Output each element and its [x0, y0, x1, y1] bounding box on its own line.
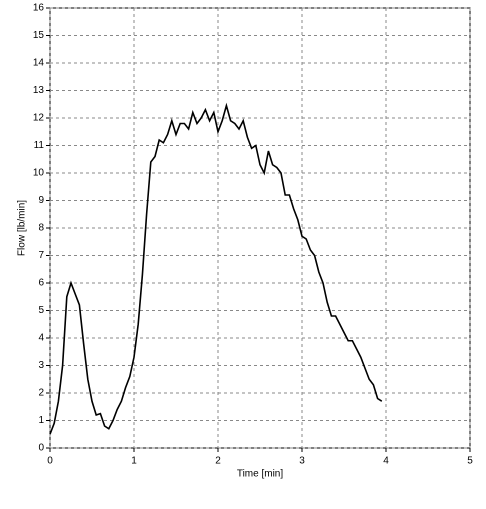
x-tick-label: 3: [299, 456, 305, 467]
x-tick-label: 4: [383, 456, 389, 467]
y-tick-label: 16: [33, 3, 45, 14]
x-tick-label: 5: [467, 456, 473, 467]
y-tick-label: 14: [33, 58, 45, 69]
y-tick-label: 7: [38, 250, 44, 261]
y-tick-label: 15: [33, 30, 45, 41]
y-tick-label: 10: [33, 168, 45, 179]
x-tick-label: 0: [47, 456, 53, 467]
y-tick-label: 11: [34, 140, 45, 151]
y-tick-label: 3: [38, 360, 44, 371]
x-tick-label: 1: [131, 456, 137, 467]
y-tick-label: 2: [38, 388, 44, 399]
y-tick-label: 8: [38, 223, 44, 234]
x-axis-label: Time [min]: [237, 469, 284, 480]
y-tick-label: 13: [33, 85, 45, 96]
y-axis-label: Flow [lb/min]: [17, 200, 28, 256]
y-tick-label: 0: [38, 443, 44, 454]
y-tick-label: 12: [33, 113, 45, 124]
x-tick-label: 2: [215, 456, 221, 467]
y-tick-label: 6: [38, 278, 44, 289]
y-tick-label: 1: [38, 415, 44, 426]
y-tick-label: 9: [38, 195, 44, 206]
y-tick-label: 4: [38, 333, 44, 344]
data-line: [49, 102, 383, 435]
y-tick-label: 5: [38, 305, 44, 316]
